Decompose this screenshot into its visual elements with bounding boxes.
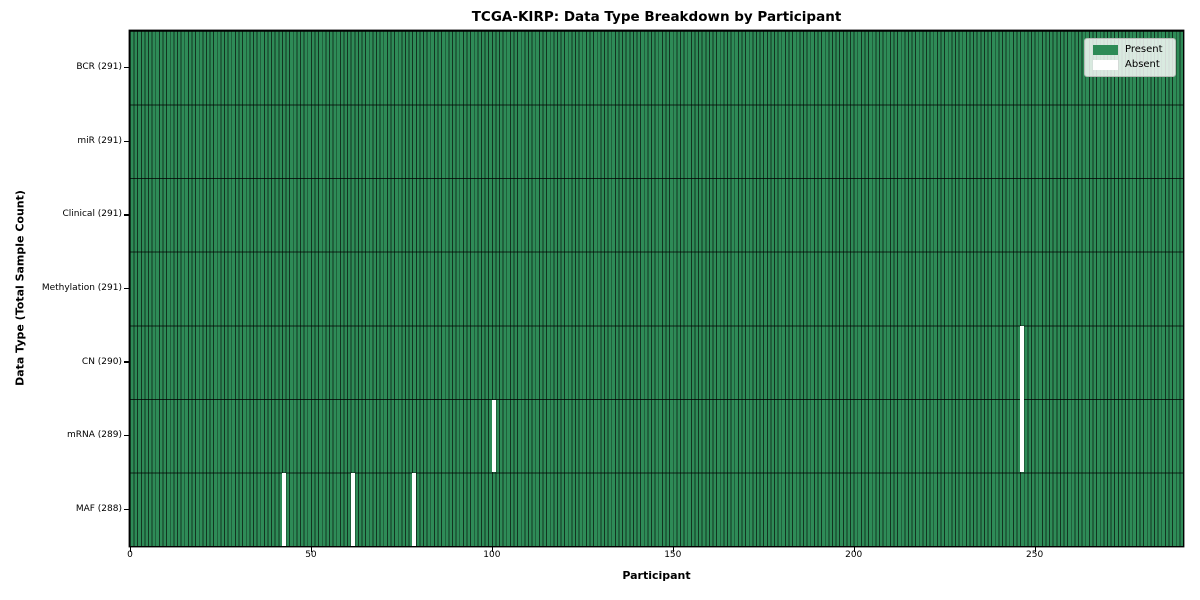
legend-absent-label: Absent — [1125, 59, 1160, 70]
absent-marker — [350, 473, 355, 546]
y-tick-mark — [124, 287, 129, 290]
heatmap-present-bars — [130, 31, 1183, 546]
y-tick-label-mir: miR (291) — [77, 135, 122, 146]
y-tick-mark — [124, 508, 129, 510]
y-tick-label-mrna: mRNA (289) — [67, 430, 122, 441]
x-tick-mark — [672, 547, 674, 552]
y-tick-mark — [124, 67, 129, 69]
legend-item-absent: Absent — [1093, 60, 1167, 70]
y-tick-label-maf: MAF (288) — [75, 503, 122, 514]
x-tick-label-50: 50 — [305, 550, 317, 560]
x-tick-mark — [853, 547, 855, 552]
y-tick-mark — [124, 140, 129, 142]
y-tick-label-cn: CN (290) — [81, 356, 122, 367]
legend-item-present: Present — [1093, 45, 1167, 55]
x-tick-mark — [130, 547, 132, 552]
x-axis-label: Participant — [622, 569, 691, 582]
x-tick-label-150: 150 — [664, 550, 682, 560]
x-tick-label-100: 100 — [483, 550, 501, 560]
x-tick-label-250: 250 — [1026, 550, 1044, 560]
y-tick-mark — [124, 361, 129, 363]
y-tick-mark — [124, 214, 129, 216]
x-tick-label-200: 200 — [845, 550, 863, 560]
x-tick-mark — [1034, 547, 1036, 552]
legend-absent-swatch — [1093, 60, 1118, 70]
legend-present-label: Present — [1125, 44, 1163, 55]
absent-marker — [491, 399, 496, 473]
x-tick-mark — [310, 547, 313, 552]
x-tick-mark — [491, 547, 494, 552]
plot-area: Present Absent — [130, 31, 1183, 546]
absent-marker — [412, 473, 417, 546]
y-tick-label-clinical: Clinical (291) — [62, 209, 122, 220]
chart-title: TCGA-KIRP: Data Type Breakdown by Partic… — [471, 9, 842, 25]
x-tick-label-0: 0 — [127, 550, 133, 560]
legend-present-swatch — [1093, 45, 1118, 55]
y-tick-mark — [124, 435, 129, 437]
absent-marker — [281, 473, 286, 546]
y-tick-label-bcr: BCR (291) — [76, 62, 122, 73]
y-tick-label-methylation: Methylation (291) — [41, 283, 122, 293]
absent-marker — [1019, 326, 1024, 473]
legend: Present Absent — [1084, 38, 1176, 77]
